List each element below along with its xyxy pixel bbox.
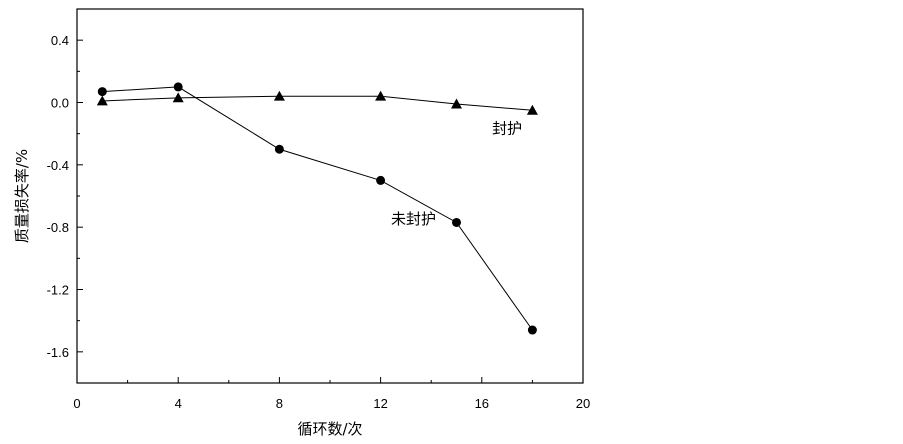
y-tick-label: -1.2 xyxy=(47,283,69,298)
x-tick-label: 16 xyxy=(475,396,489,411)
y-tick-label: -0.4 xyxy=(47,158,69,173)
y-axis: 0.4 0.0 -0.4 -0.8 -1.2 -1.6 xyxy=(47,8,83,384)
data-point-circle xyxy=(376,175,386,185)
series-annotation: 封护 xyxy=(492,120,522,138)
y-tick-label: 0.4 xyxy=(51,33,69,48)
data-point-triangle xyxy=(172,92,184,103)
data-point-triangle xyxy=(273,90,285,101)
y-tick-label: -0.8 xyxy=(47,220,69,235)
series-line-0 xyxy=(102,95,533,111)
data-point-circle xyxy=(173,82,183,92)
x-tick-label: 0 xyxy=(73,396,80,411)
data-point-triangle xyxy=(375,90,387,101)
series-line-1 xyxy=(102,86,533,331)
x-tick-label: 12 xyxy=(373,396,387,411)
x-tick-label: 4 xyxy=(175,396,182,411)
data-point-triangle xyxy=(526,104,538,115)
series-layer xyxy=(96,82,538,335)
data-point-circle xyxy=(97,87,107,97)
x-axis: 0 4 8 12 16 20 xyxy=(73,377,590,411)
data-point-triangle xyxy=(96,95,108,106)
x-tick-label: 20 xyxy=(576,396,590,411)
data-point-circle xyxy=(452,217,461,227)
y-axis-title: 质量损失率/% xyxy=(13,149,31,243)
x-tick-label: 8 xyxy=(276,396,283,411)
plot-frame xyxy=(76,8,584,384)
data-point-circle xyxy=(527,325,537,335)
x-axis-title: 循环数/次 xyxy=(297,420,362,438)
y-tick-label: -1.6 xyxy=(47,345,69,360)
data-point-triangle xyxy=(451,98,462,109)
series-annotation: 未封护 xyxy=(391,210,436,228)
plot-area-border xyxy=(76,8,584,384)
data-point-circle xyxy=(274,144,284,154)
y-tick-label: 0.0 xyxy=(51,96,69,111)
